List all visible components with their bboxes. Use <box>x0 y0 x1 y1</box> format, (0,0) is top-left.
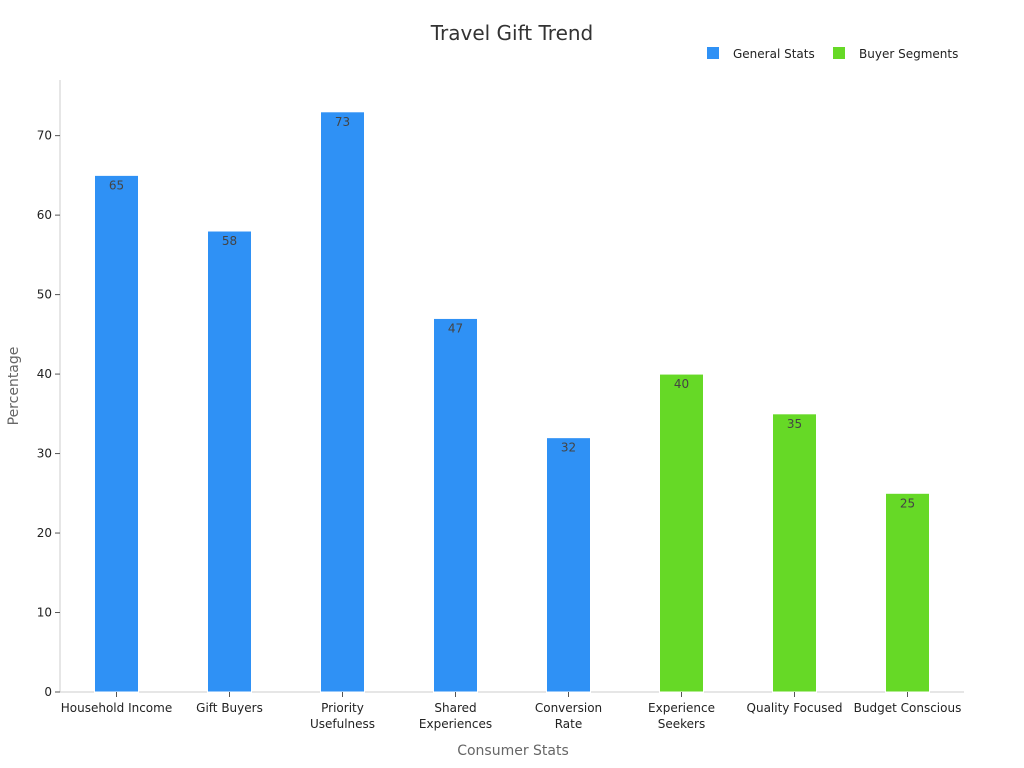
bar-general-stats <box>94 174 139 693</box>
y-axis-ticks: 0 10 20 30 40 50 60 70 <box>37 129 60 699</box>
y-tick-label: 20 <box>37 526 52 540</box>
x-tick-label: Household Income <box>61 701 172 715</box>
y-tick-label: 60 <box>37 208 52 222</box>
y-tick-label: 40 <box>37 367 52 381</box>
y-tick-label: 50 <box>37 288 52 302</box>
legend: General Stats Buyer Segments <box>707 47 958 61</box>
bar-value-label: 58 <box>222 234 237 248</box>
bar-value-label: 47 <box>448 321 463 335</box>
bars: 65 58 73 47 32 40 35 25 <box>94 111 930 693</box>
x-tick-label: Priority Usefulness <box>310 701 375 731</box>
y-tick-label: 0 <box>44 685 52 699</box>
bar-value-label: 73 <box>335 115 350 129</box>
bar-general-stats <box>433 317 478 693</box>
legend-swatch-general-stats <box>707 47 719 59</box>
bar-value-label: 65 <box>109 178 124 192</box>
bar-value-label: 32 <box>561 441 576 455</box>
bar-buyer-segments <box>885 492 930 693</box>
x-axis-title: Consumer Stats <box>457 743 569 759</box>
bar-general-stats <box>207 230 252 693</box>
y-tick-label: 70 <box>37 129 52 143</box>
legend-swatch-buyer-segments <box>833 47 845 59</box>
x-tick-label: Conversion Rate <box>535 701 602 731</box>
x-tick-label: Budget Conscious <box>854 701 962 715</box>
bar-general-stats <box>320 111 365 693</box>
y-tick-label: 30 <box>37 447 52 461</box>
bar-value-label: 35 <box>787 417 802 431</box>
x-tick-label: Quality Focused <box>747 701 843 715</box>
bar-value-label: 40 <box>674 377 689 391</box>
bar-buyer-segments <box>772 413 817 693</box>
chart-title: Travel Gift Trend <box>430 21 594 45</box>
bar-buyer-segments <box>659 373 704 693</box>
x-axis-ticks: Household Income Gift Buyers Priority Usefu… <box>61 692 962 731</box>
x-tick-label: Experience Seekers <box>648 701 715 731</box>
y-tick-label: 10 <box>37 606 52 620</box>
bar-value-label: 25 <box>900 496 915 510</box>
y-axis-title: Percentage <box>6 347 22 426</box>
legend-label-general-stats: General Stats <box>733 47 815 61</box>
legend-label-buyer-segments: Buyer Segments <box>859 47 958 61</box>
x-tick-label: Gift Buyers <box>196 701 263 715</box>
bar-general-stats <box>546 437 591 693</box>
x-tick-label: Shared Experiences <box>419 701 492 731</box>
